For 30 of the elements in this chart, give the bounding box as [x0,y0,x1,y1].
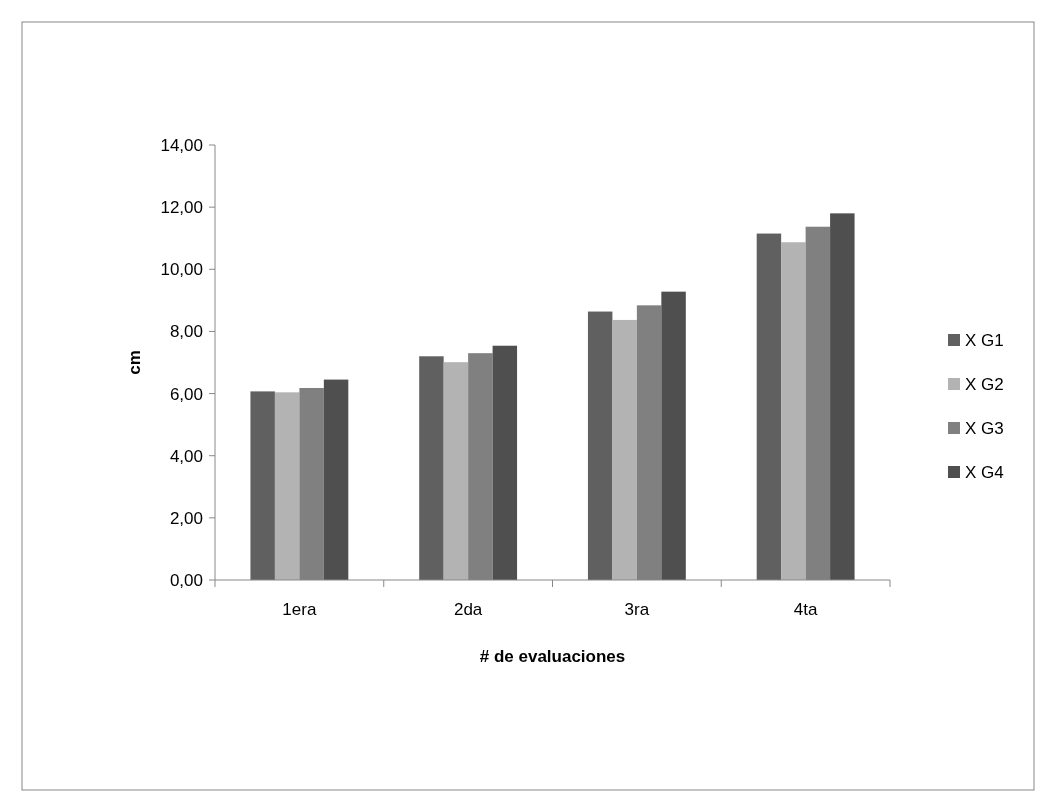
x-tick-label: 4ta [793,600,818,619]
x-tick-label: 3ra [624,600,650,619]
y-tick-label: 6,00 [169,384,203,404]
x-tick-label: 1era [282,600,317,619]
bar [781,242,806,580]
bar [612,319,637,580]
bar [830,213,855,580]
bar [443,362,469,580]
y-tick-label: 4,00 [169,446,203,466]
bar [587,311,613,580]
bar [250,391,275,580]
legend-label: X G2 [965,374,1004,394]
x-tick-label: 2da [453,600,483,619]
bar [492,345,518,580]
y-tick-label: 2,00 [169,508,203,528]
y-axis-title: cm [125,350,144,375]
bar [323,379,349,580]
y-tick-label: 14,00 [160,135,203,155]
x-axis-title: # de evaluaciones [479,647,626,666]
bar [419,356,444,580]
y-tick-label: 8,00 [169,322,203,342]
y-tick-label: 12,00 [160,198,203,218]
bar [756,233,782,580]
bar [274,392,300,580]
bar [661,291,686,580]
legend-label: X G3 [965,418,1004,438]
y-tick-label: 0,00 [169,570,203,590]
y-tick-label: 10,00 [160,260,203,280]
legend-label: X G4 [965,462,1004,482]
legend-label: X G1 [965,330,1004,350]
